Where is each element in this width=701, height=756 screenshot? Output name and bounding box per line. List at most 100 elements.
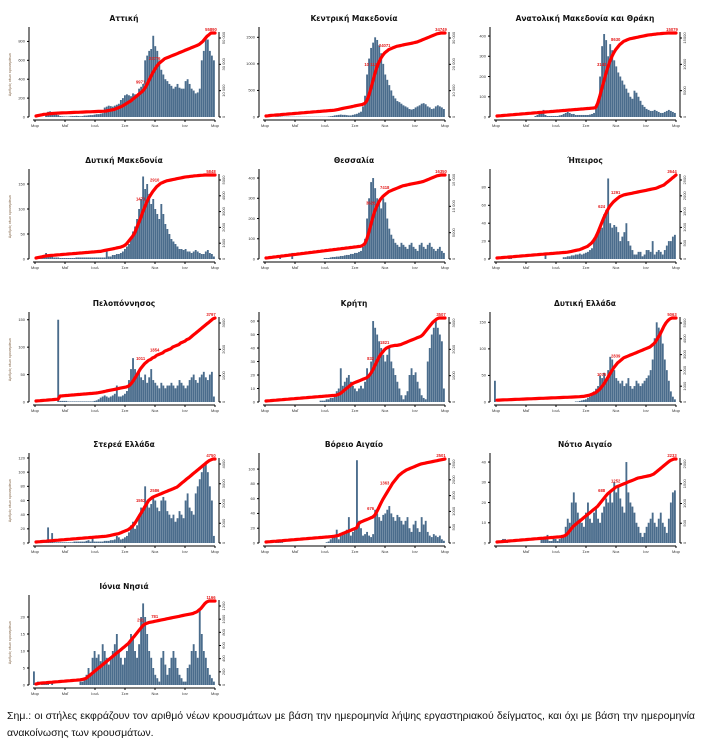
bar [128,380,130,402]
bar [156,507,159,543]
x-tick-label: Μαρ [672,265,681,270]
bar [627,378,630,402]
bar [585,512,587,543]
y-tick-label: 15 [21,631,26,636]
bar [180,678,183,685]
y-tick-label: 40 [251,511,256,516]
bar [552,115,555,117]
cumulative-line [495,316,678,402]
bar [331,115,334,117]
bar [426,361,429,402]
bar [374,188,377,259]
x-tick-label: Σεπ [121,408,128,413]
bar [180,514,183,543]
y-tick-label: 20 [21,614,26,619]
bar [93,541,96,543]
x-tick-label: Σεπ [582,265,589,270]
y-tick-label: 0 [23,256,26,261]
cumulative-line [495,31,678,118]
x-tick-label: Ιαν [643,408,648,413]
cumulative-label: 7418 [380,185,390,190]
bar [89,115,92,117]
bar [406,391,409,402]
cumulative-label: 1821 [380,340,390,345]
bar [591,113,593,117]
bar [416,528,419,543]
bar [671,492,674,543]
bar [333,535,336,543]
y2-tick-label: 5000 [451,227,456,237]
bar [341,255,344,259]
bar [194,93,197,117]
bar [162,651,165,685]
bar [615,66,618,117]
bar [63,400,66,402]
bar [647,250,650,259]
cumulative-line [495,173,678,260]
y-tick-label: 400 [18,77,25,82]
bar [673,490,676,543]
y-tick-label: 80 [482,185,487,190]
bar [105,396,108,402]
bar [57,319,60,402]
bar [178,674,181,685]
bar [158,219,161,259]
bar [210,678,213,685]
bar [337,114,340,117]
bar [140,507,143,543]
x-tick-label: Μαΐ [523,123,531,128]
y2-tick-label: 10 000 [221,84,226,97]
bar [168,668,171,685]
x-tick-label: Μαρ [31,265,40,270]
bar [641,383,644,402]
bar [208,50,211,118]
bar [572,113,575,117]
bar [113,105,116,117]
bar [174,244,177,259]
bar [408,109,411,117]
bar [154,46,157,117]
bar [593,112,595,117]
bar [671,111,674,117]
bar [347,254,350,259]
x-tick-label: Ιαν [412,123,417,128]
bar [580,114,583,117]
bar [128,644,130,685]
bar [408,528,411,543]
bar [404,395,407,402]
bar [603,506,606,543]
bar [119,539,122,543]
bar [67,542,70,543]
y-tick-label: 100 [248,466,255,471]
bar [126,535,128,543]
y2-tick-label: 1000 [221,518,226,528]
x-tick-label: Σεπ [121,691,128,696]
y-tick-label: 500 [248,88,255,93]
bar [152,496,155,543]
y-tick-label: 200 [479,74,486,79]
bar [570,255,573,259]
bar [398,517,401,543]
bar [154,382,157,402]
cumulative-label: 676 [367,506,375,511]
x-tick-label: Μαΐ [292,549,300,554]
x-tick-label: Μαρ [441,265,450,270]
bar [434,535,437,543]
x-tick-label: Μαρ [672,408,681,413]
cumulative-label: 291 [137,617,145,622]
x-tick-label: Ιαν [643,123,648,128]
bar [372,321,375,402]
bar [33,671,35,685]
y2-tick-label: 0 [682,115,687,118]
bar [144,486,147,543]
x-tick-label: Σεπ [582,123,589,128]
bar [564,112,567,117]
bar [117,651,120,685]
bar [180,249,183,259]
bar [67,401,70,402]
bar [394,242,397,259]
bar [615,226,618,259]
cumulative-label: 1166 [206,595,216,600]
bar [182,250,185,259]
bar [388,348,391,402]
